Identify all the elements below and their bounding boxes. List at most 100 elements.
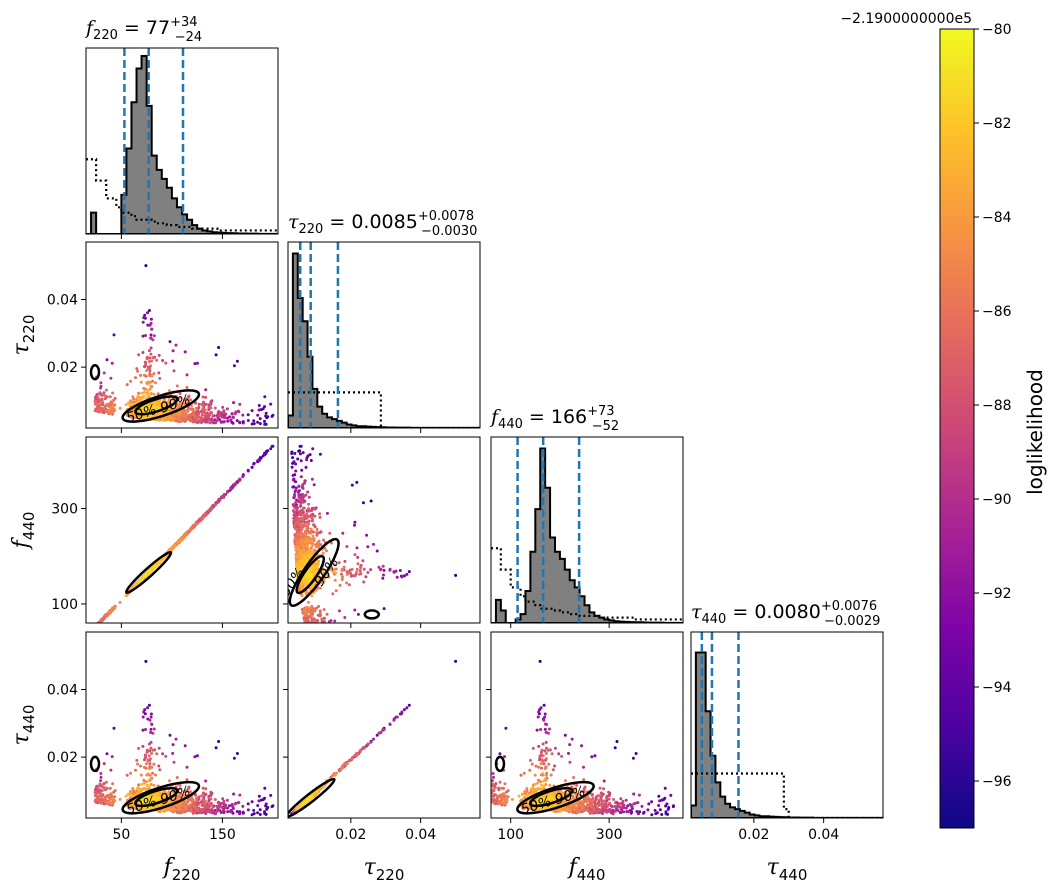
sample-point: [190, 527, 193, 531]
sample-point: [314, 624, 317, 627]
sample-point: [183, 805, 186, 809]
sample-point: [305, 625, 308, 628]
sample-point: [221, 797, 225, 801]
sample-point: [188, 804, 192, 808]
sample-point: [232, 364, 236, 368]
sample-point: [217, 417, 220, 420]
sample-point: [148, 356, 152, 360]
sample-point: [220, 805, 224, 809]
sample-point: [172, 760, 176, 764]
sample-point: [150, 722, 154, 726]
sample-point: [100, 789, 104, 793]
sample-point: [200, 794, 204, 798]
sample-point: [296, 570, 300, 574]
sample-point: [95, 624, 98, 627]
sample-point: [305, 527, 309, 531]
sample-point: [214, 812, 217, 816]
sample-point: [157, 353, 161, 357]
sample-point: [95, 624, 98, 627]
sample-point: [215, 413, 219, 417]
sample-point: [94, 624, 97, 627]
sample-point: [151, 406, 155, 410]
sample-point: [379, 567, 383, 571]
sample-point: [301, 509, 305, 513]
sample-point: [306, 600, 310, 604]
sample-point: [102, 371, 106, 375]
sample-point: [333, 619, 337, 623]
sample-point: [146, 311, 149, 315]
sample-point: [365, 533, 369, 537]
sample-point: [147, 360, 151, 363]
sample-point: [171, 349, 175, 353]
sample-point: [299, 536, 303, 540]
sample-point: [351, 574, 355, 578]
sample-point: [395, 575, 399, 579]
sample-point: [218, 498, 222, 502]
sample-point: [151, 338, 155, 342]
sample-point: [202, 400, 205, 404]
sample-point: [310, 623, 313, 626]
sample-point: [316, 540, 320, 544]
sample-point: [369, 499, 373, 503]
sample-point: [189, 790, 193, 794]
sample-point: [105, 409, 108, 413]
sample-point: [231, 421, 235, 425]
sample-point: [196, 419, 199, 423]
sample-point: [295, 567, 299, 571]
sample-point: [345, 545, 349, 548]
sample-point: [105, 752, 109, 756]
sample-point: [171, 418, 175, 422]
sample-point: [321, 551, 325, 555]
sample-point: [317, 623, 320, 626]
sample-point: [322, 568, 325, 572]
sample-point: [102, 393, 106, 397]
sample-point: [112, 726, 116, 730]
sample-point: [142, 390, 146, 394]
sample-point: [149, 317, 153, 321]
sample-point: [94, 626, 97, 629]
sample-point: [257, 404, 261, 407]
sample-point: [155, 358, 159, 362]
sample-point: [195, 754, 199, 758]
sample-point: [309, 606, 312, 610]
sample-point: [315, 625, 318, 628]
sample-point: [157, 764, 161, 768]
sample-point: [96, 787, 100, 790]
sample-point: [135, 367, 139, 371]
sample-point: [148, 374, 152, 378]
sample-point: [95, 624, 98, 627]
sample-point: [175, 776, 179, 779]
sample-point: [347, 571, 351, 575]
sample-point: [157, 746, 161, 750]
sample-point: [140, 397, 144, 401]
sample-point: [99, 386, 103, 390]
sample-point: [147, 349, 151, 353]
sample-point: [137, 783, 141, 787]
sample-point: [319, 624, 322, 627]
panel-frame: [85, 241, 279, 429]
sample-point: [139, 773, 143, 777]
sample-point: [152, 392, 156, 396]
sample-point: [151, 731, 155, 735]
sample-point: [304, 493, 308, 497]
sample-point: [258, 417, 262, 421]
sample-point: [222, 412, 226, 416]
sample-point: [136, 369, 140, 373]
sample-point: [231, 811, 235, 815]
sample-point: [382, 607, 386, 611]
sample-point: [201, 407, 205, 411]
sample-point: [149, 783, 153, 786]
sample-point: [207, 799, 211, 803]
sample-point: [146, 759, 150, 763]
sample-point: [112, 398, 116, 402]
sample-point: [148, 369, 152, 373]
sample-point: [311, 584, 315, 587]
sample-point: [297, 496, 301, 500]
sample-point: [195, 797, 199, 800]
sample-point: [124, 403, 128, 407]
sample-point: [105, 358, 109, 362]
sample-point: [339, 624, 342, 627]
sample-point: [310, 538, 314, 542]
sample-point: [340, 572, 343, 576]
sample-point: [213, 798, 217, 801]
